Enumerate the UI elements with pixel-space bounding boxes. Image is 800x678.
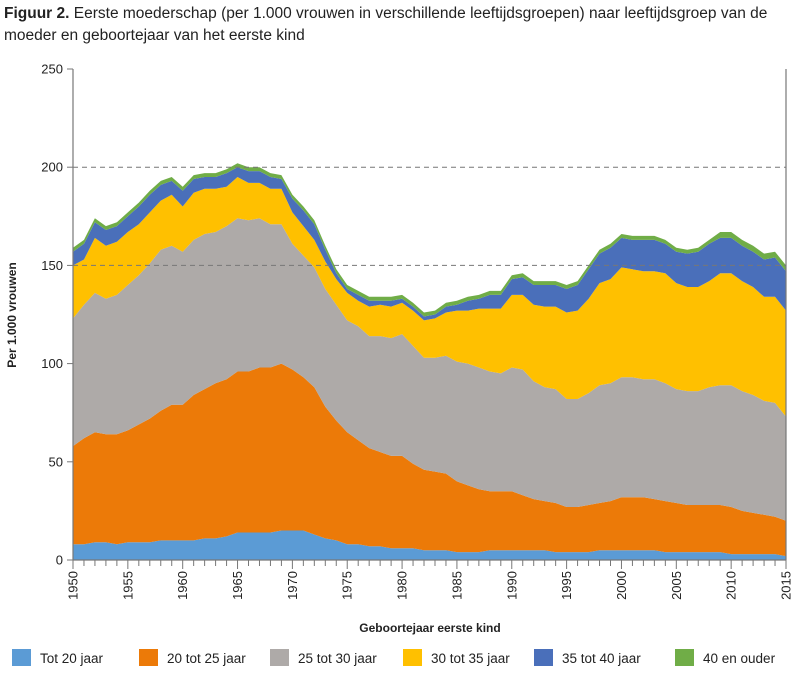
legend-item: 25 tot 30 jaar xyxy=(270,649,377,666)
legend: Tot 20 jaar 20 tot 25 jaar 25 tot 30 jaar 3… xyxy=(12,649,776,666)
x-tick-label: 1965 xyxy=(230,571,245,600)
y-tick-label: 0 xyxy=(56,553,63,568)
gridlines xyxy=(73,166,786,266)
legend-swatch xyxy=(270,649,289,666)
x-tick-label: 1960 xyxy=(175,571,190,600)
area-series-1 xyxy=(73,530,786,560)
legend-item: 35 tot 40 jaar xyxy=(534,649,641,666)
axes: 0 50 100 150 200 250 1950 1955 1960 1965 1970 1975 1… xyxy=(41,62,793,600)
area-series-2 xyxy=(73,363,786,557)
area-series-6 xyxy=(73,163,786,317)
legend-swatch xyxy=(534,649,553,666)
area-series-4 xyxy=(73,177,786,417)
x-tick-label: 2015 xyxy=(779,571,794,600)
legend-item: 40 en ouder xyxy=(675,649,776,666)
x-tick-label: 1995 xyxy=(559,571,574,600)
y-axis-label: Per 1.000 vrouwen xyxy=(5,262,19,367)
x-tick-label: 1970 xyxy=(285,571,300,600)
legend-item: 20 tot 25 jaar xyxy=(139,649,246,666)
area-series-5 xyxy=(73,167,786,321)
legend-label: 40 en ouder xyxy=(703,651,776,666)
y-tick-label: 150 xyxy=(41,258,63,273)
legend-label: 30 tot 35 jaar xyxy=(431,651,510,666)
legend-label: 35 tot 40 jaar xyxy=(562,651,641,666)
x-tick-label: 1980 xyxy=(395,571,410,600)
x-axis-label: Geboortejaar eerste kind xyxy=(359,621,500,635)
legend-item: 30 tot 35 jaar xyxy=(403,649,510,666)
legend-label: 25 tot 30 jaar xyxy=(298,651,377,666)
area-series-3 xyxy=(73,218,786,521)
y-tick-label: 100 xyxy=(41,356,63,371)
areas xyxy=(73,163,786,560)
x-tick-label: 2005 xyxy=(669,571,684,600)
legend-swatch xyxy=(403,649,422,666)
figure-label: Figuur 2. xyxy=(4,5,70,22)
legend-swatch xyxy=(139,649,158,666)
legend-item: Tot 20 jaar xyxy=(12,649,104,666)
x-tick-label: 1985 xyxy=(449,571,464,600)
x-tick-label: 1975 xyxy=(340,571,355,600)
y-tick-label: 250 xyxy=(41,62,63,77)
x-tick-label: 2000 xyxy=(614,571,629,600)
legend-swatch xyxy=(675,649,694,666)
y-tick-label: 200 xyxy=(41,160,63,175)
figure-caption: Eerste moederschap (per 1.000 vrouwen in… xyxy=(4,5,768,44)
legend-swatch xyxy=(12,649,31,666)
legend-label: Tot 20 jaar xyxy=(40,651,104,666)
legend-label: 20 tot 25 jaar xyxy=(167,651,246,666)
x-tick-label: 2010 xyxy=(724,571,739,600)
x-tick-label: 1990 xyxy=(504,571,519,600)
chart-title: Figuur 2. Eerste moederschap (per 1.000 … xyxy=(4,3,794,47)
x-tick-label: 1955 xyxy=(120,571,135,600)
x-tick-label: 1950 xyxy=(66,571,81,600)
y-tick-label: 50 xyxy=(49,454,63,469)
